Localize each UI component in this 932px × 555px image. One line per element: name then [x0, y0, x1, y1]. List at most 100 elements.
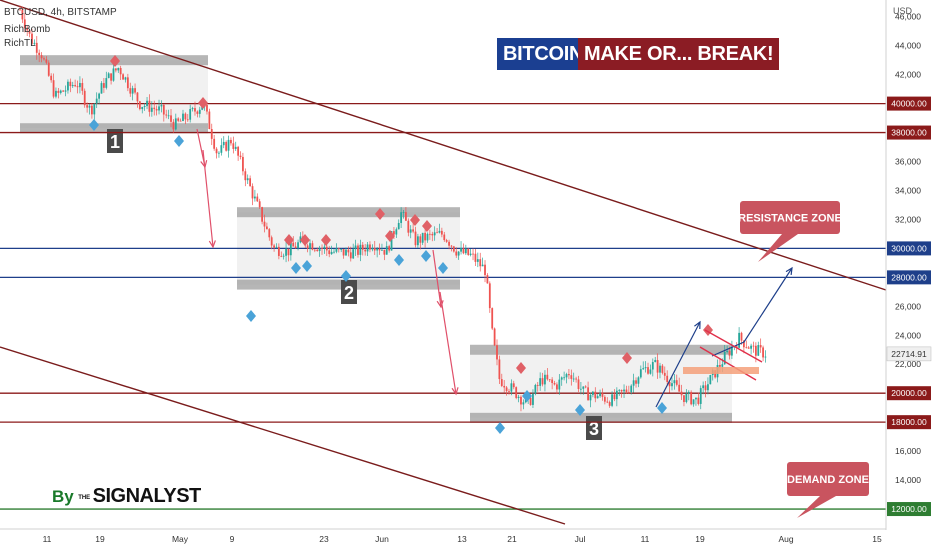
candle-body	[328, 250, 331, 255]
candle-body	[762, 347, 764, 358]
candle-body	[721, 364, 724, 367]
candle-body	[558, 379, 561, 390]
candle-body	[623, 389, 625, 392]
candle-body	[505, 387, 508, 392]
candle-body	[119, 67, 122, 75]
price-tick-label: 24,000	[895, 330, 921, 340]
price-tick-label: 34,000	[895, 185, 921, 195]
candle-body	[33, 42, 36, 44]
candle-body	[112, 68, 115, 81]
candle-body	[544, 374, 546, 385]
candle-body	[251, 186, 254, 199]
candle-body	[431, 233, 434, 236]
blue-arrow-up-1-head	[694, 320, 701, 330]
red-arrow-2	[202, 149, 214, 248]
candle-body	[174, 118, 177, 130]
candle-body	[225, 141, 228, 151]
candle-body	[81, 83, 84, 91]
blue-diamond-marker	[575, 404, 585, 416]
candle-series	[19, 5, 767, 412]
trendline-lower	[0, 346, 566, 525]
candle-body	[754, 345, 757, 356]
time-tick-label: May	[172, 534, 189, 544]
price-tick-label: 44,000	[895, 41, 921, 51]
candle-body	[419, 236, 422, 243]
candle-body	[105, 78, 108, 88]
candle-body	[124, 77, 127, 80]
indicator-richtl[interactable]: RichTL	[4, 38, 36, 49]
candle-body	[601, 393, 604, 397]
range-box-top-band	[470, 344, 732, 355]
candle-body	[21, 9, 24, 20]
candle-body	[395, 229, 398, 235]
candle-body	[91, 105, 93, 115]
red-diamond-marker	[410, 214, 420, 226]
candle-body	[239, 155, 242, 157]
level-lines	[0, 102, 886, 510]
blue-diamond-marker	[438, 262, 448, 274]
candle-body	[407, 220, 410, 233]
red-diamond-marker	[422, 220, 432, 232]
candle-body	[548, 379, 551, 381]
candle-body	[637, 377, 640, 384]
candle-body	[591, 391, 594, 395]
red-diamond-marker	[516, 362, 526, 374]
candle-body	[625, 389, 628, 393]
candle-body	[510, 383, 513, 392]
candle-body	[198, 109, 201, 114]
candle-body	[258, 201, 261, 208]
candle-body	[594, 391, 597, 399]
candle-body	[162, 104, 165, 115]
candle-body	[220, 145, 223, 153]
candle-body	[265, 226, 268, 230]
blue-diamond-marker	[522, 390, 532, 402]
candle-body	[59, 90, 62, 93]
candle-body	[136, 92, 139, 102]
brand-logo: By THE SIGNALYST	[52, 485, 201, 508]
candle-body	[627, 392, 630, 393]
candle-body	[57, 90, 60, 93]
candle-body	[536, 384, 539, 386]
candle-body	[134, 88, 136, 93]
red-diamond-marker	[622, 352, 632, 364]
candle-body	[177, 118, 180, 121]
trendlines	[0, 0, 887, 525]
candle-body	[218, 152, 220, 154]
blue-diamond-marker	[495, 422, 505, 434]
candle-body	[500, 379, 503, 386]
symbol-label: BTCUSD, 4h, BITSTAMP	[4, 7, 117, 18]
candle-body	[421, 232, 424, 243]
candle-body	[98, 93, 101, 99]
time-tick-label: 11	[43, 534, 52, 544]
candle-body	[651, 362, 654, 370]
candle-body	[62, 90, 65, 92]
blue-diamond-marker	[174, 135, 184, 147]
candle-body	[539, 378, 542, 386]
indicator-richbomb[interactable]: RichBomb	[4, 24, 51, 35]
candle-body	[405, 212, 407, 221]
candle-body	[160, 104, 163, 107]
candle-body	[589, 394, 592, 401]
candle-body	[369, 244, 371, 250]
level-price-tag	[887, 125, 931, 140]
candle-body	[452, 246, 455, 252]
candle-body	[69, 81, 72, 87]
candle-body	[270, 237, 273, 246]
candle-body	[412, 229, 415, 232]
range-box-3	[470, 349, 732, 418]
candle-body	[206, 105, 208, 112]
candle-body	[726, 351, 729, 352]
candle-body	[467, 248, 470, 255]
candle-body	[393, 231, 395, 235]
candle-body	[170, 115, 172, 122]
candle-body	[488, 283, 491, 309]
candle-body	[100, 83, 103, 94]
candle-body	[381, 249, 383, 251]
red-diamond-marker	[300, 234, 310, 246]
candle-body	[366, 244, 369, 252]
candle-body	[354, 245, 357, 250]
candle-body	[479, 259, 482, 267]
candle-body	[28, 30, 31, 34]
